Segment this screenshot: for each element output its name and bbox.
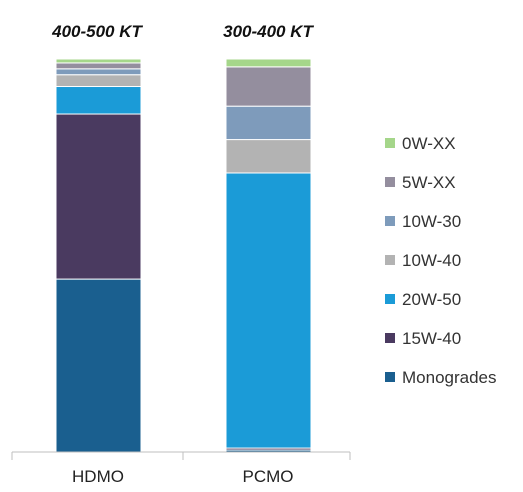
bar-segment-pcmo-20w-50: [225, 172, 312, 449]
bar-segment-hdmo-monogrades: [55, 278, 142, 453]
bar-segment-hdmo-0w-xx: [55, 58, 142, 64]
legend-label-15w-40: 15W-40: [402, 329, 461, 348]
bar-segment-pcmo-0w-xx: [225, 58, 312, 68]
legend-label-10w-30: 10W-30: [402, 212, 461, 231]
x-tick-label-hdmo: HDMO: [72, 467, 124, 486]
bar-segment-hdmo-10w-40: [55, 74, 142, 88]
legend-label-monogrades: Monogrades: [402, 368, 497, 387]
legend-label-20w-50: 20W-50: [402, 290, 461, 309]
bar-segment-hdmo-5w-xx: [55, 62, 142, 70]
top-label-pcmo: 300-400 KT: [223, 22, 314, 41]
x-tick-label-pcmo: PCMO: [243, 467, 294, 486]
bars-group: [55, 58, 312, 453]
legend-swatch-monogrades: [385, 372, 395, 382]
bar-segment-hdmo-20w-50: [55, 86, 142, 115]
legend-label-5w-xx: 5W-XX: [402, 173, 456, 192]
legend-swatch-20w-50: [385, 294, 395, 304]
bar-segment-hdmo-15w-40: [55, 113, 142, 280]
legend-swatch-0w-xx: [385, 138, 395, 148]
legend: 0W-XX 5W-XX 10W-30 10W-40 20W-50 15W-40 Monogr…: [385, 134, 497, 387]
legend-swatch-15w-40: [385, 333, 395, 343]
legend-swatch-10w-40: [385, 255, 395, 265]
bar-segment-hdmo-10w-30: [55, 68, 142, 76]
bar-segment-pcmo-10w-30: [225, 105, 312, 141]
legend-swatch-10w-30: [385, 216, 395, 226]
top-label-hdmo: 400-500 KT: [51, 22, 143, 41]
legend-label-10w-40: 10W-40: [402, 251, 461, 270]
bar-segment-pcmo-5w-xx: [225, 66, 312, 107]
legend-swatch-5w-xx: [385, 177, 395, 187]
legend-label-0w-xx: 0W-XX: [402, 134, 456, 153]
bar-segment-pcmo-10w-40: [225, 139, 312, 174]
